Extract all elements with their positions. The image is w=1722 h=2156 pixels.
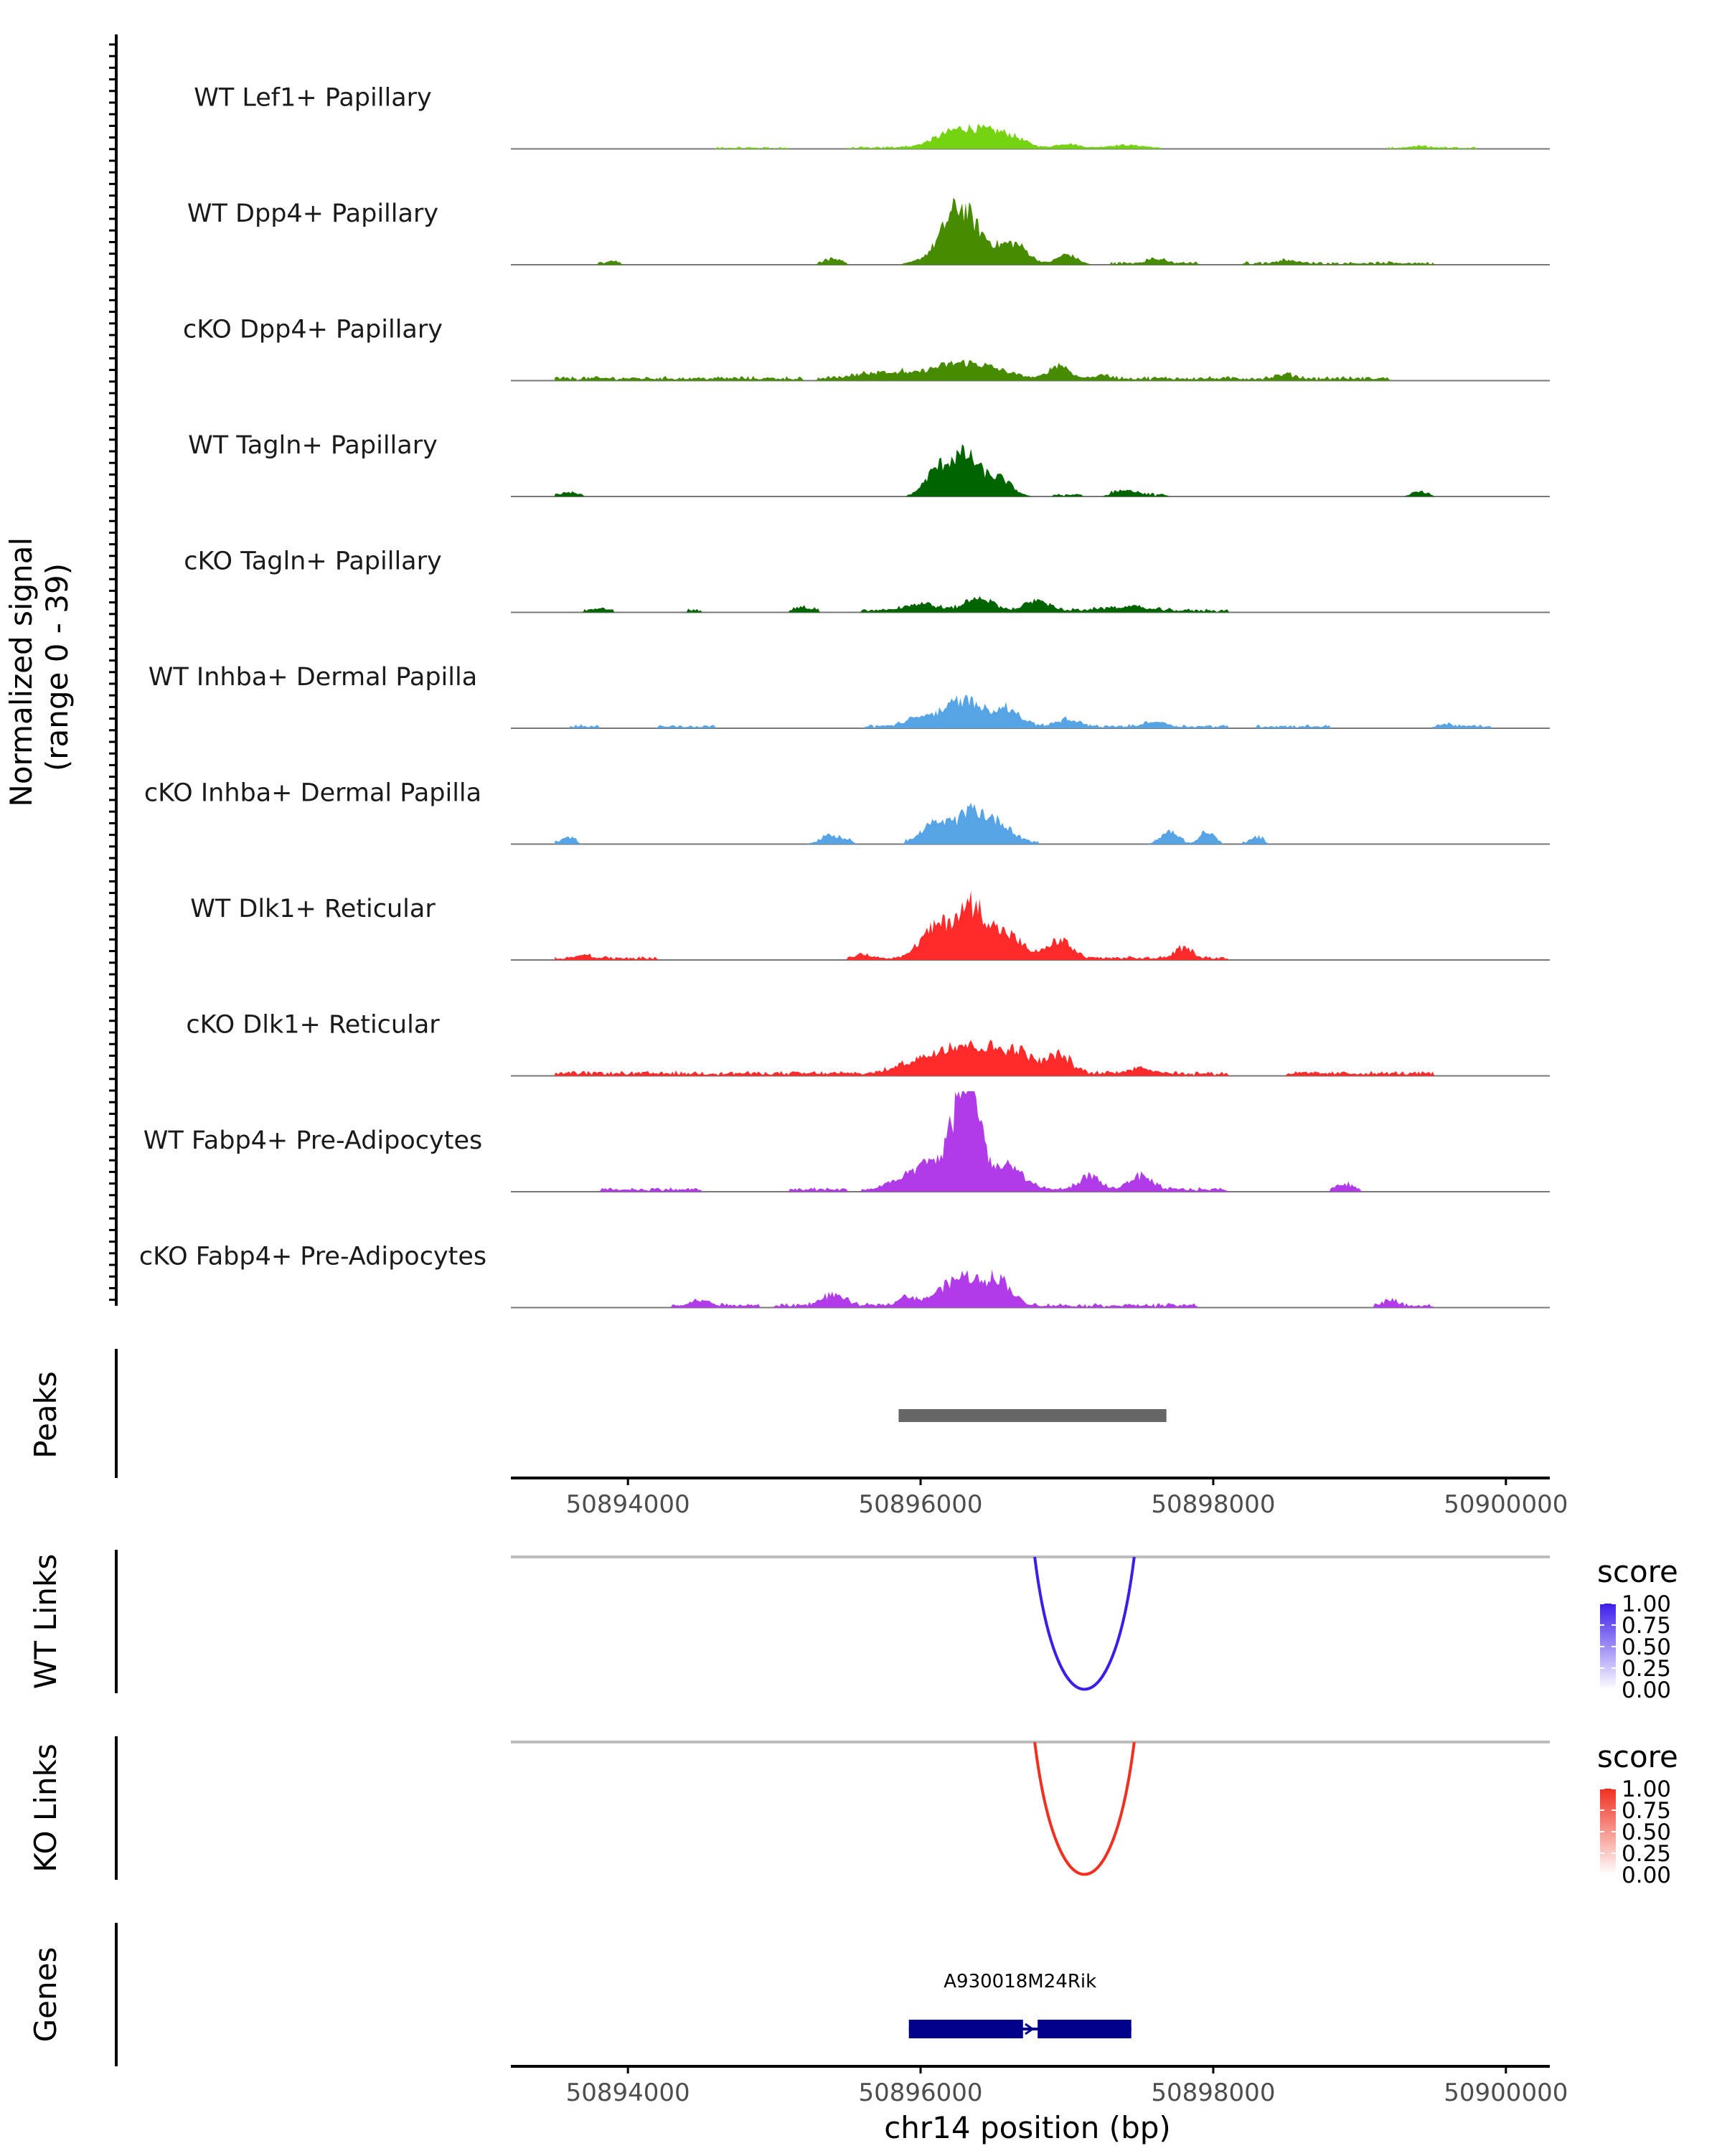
track-label-wt-lef1-papillary: WT Lef1+ Papillary bbox=[194, 84, 432, 113]
y-axis-title-line2: (range 0 - 39) bbox=[39, 563, 75, 771]
track-label-cko-dlk1-reticular: cKO Dlk1+ Reticular bbox=[186, 1011, 440, 1040]
track-label-cko-inhba-dermal-papilla: cKO Inhba+ Dermal Papilla bbox=[144, 779, 481, 808]
y-axis-title: Normalized signal (range 0 - 39) bbox=[4, 527, 75, 806]
track-label-wt-tagln-papillary: WT Tagln+ Papillary bbox=[188, 431, 438, 460]
gene-name: A930018M24Rik bbox=[944, 1971, 1096, 1992]
link-arc bbox=[1033, 1741, 1136, 1876]
track-label-cko-dpp4-papillary: cKO Dpp4+ Papillary bbox=[183, 316, 443, 344]
x-axis-title: chr14 position (bp) bbox=[884, 2110, 1171, 2145]
x-axis-top: 50894000 50896000 50898000 50900000 bbox=[511, 1477, 1568, 1519]
track-label-cko-fabp4-pre-adipocytes: cKO Fabp4+ Pre-Adipocytes bbox=[139, 1243, 486, 1271]
legend-tick-label: 0.50 bbox=[1622, 1634, 1671, 1660]
peaks-track bbox=[898, 1409, 1167, 1422]
x-tick-label: 50898000 bbox=[1151, 2079, 1275, 2107]
x-tick-label: 50894000 bbox=[566, 2079, 690, 2107]
wt-links-label: WT Links bbox=[28, 1554, 63, 1689]
x-tick-label: 50896000 bbox=[859, 2079, 983, 2107]
gene-exon-0 bbox=[908, 2020, 1023, 2038]
coverage-area-wt-lef1-papillary bbox=[555, 123, 1506, 149]
legend-tick-label: 0.00 bbox=[1622, 1677, 1671, 1703]
y-axis-title-line1: Normalized signal bbox=[4, 537, 39, 807]
legend-tick-label: 0.75 bbox=[1622, 1613, 1671, 1639]
track-label-wt-dlk1-reticular: WT Dlk1+ Reticular bbox=[190, 895, 436, 923]
coverage-tracks: WT Lef1+ Papillary WT Dpp4+ Papillary cKO … bbox=[139, 84, 1550, 1309]
x-axis-bottom: 50894000 50896000 50898000 50900000 bbox=[511, 2065, 1568, 2107]
link-arc bbox=[1033, 1556, 1136, 1691]
legend-tick-label: 0.00 bbox=[1622, 1863, 1671, 1888]
coverage-y-ticks bbox=[109, 43, 116, 1301]
legend-title: score bbox=[1597, 1739, 1678, 1774]
genes-track-label: Genes bbox=[28, 1947, 63, 2043]
legend-tick-label: 0.75 bbox=[1622, 1798, 1671, 1824]
coverage-area-cko-tagln-papillary bbox=[555, 596, 1506, 613]
legend-tick-label: 0.50 bbox=[1622, 1820, 1671, 1845]
track-label-cko-tagln-papillary: cKO Tagln+ Papillary bbox=[184, 547, 442, 576]
legend-tick-label: 1.00 bbox=[1622, 1591, 1671, 1617]
ko-links-label: KO Links bbox=[28, 1743, 63, 1873]
gene-exon-1 bbox=[1038, 2020, 1131, 2038]
legend-title: score bbox=[1597, 1554, 1678, 1589]
coverage-area-cko-dlk1-reticular bbox=[555, 1040, 1506, 1076]
track-label-wt-fabp4-pre-adipocytes: WT Fabp4+ Pre-Adipocytes bbox=[144, 1126, 482, 1155]
x-tick-label: 50894000 bbox=[566, 1490, 690, 1519]
x-tick-label: 50900000 bbox=[1444, 2079, 1568, 2107]
track-label-wt-inhba-dermal-papilla: WT Inhba+ Dermal Papilla bbox=[149, 663, 477, 692]
legend-tick-label: 0.25 bbox=[1622, 1841, 1671, 1867]
x-tick-label: 50898000 bbox=[1151, 1490, 1275, 1519]
coverage-area-wt-inhba-dermal-papilla bbox=[555, 695, 1506, 728]
track-label-wt-dpp4-papillary: WT Dpp4+ Papillary bbox=[187, 199, 438, 228]
legend-tick-label: 1.00 bbox=[1622, 1776, 1671, 1802]
legend-tick-label: 0.25 bbox=[1622, 1656, 1671, 1682]
peak-region-0 bbox=[898, 1409, 1167, 1422]
x-tick-label: 50896000 bbox=[859, 1490, 983, 1519]
x-tick-label: 50900000 bbox=[1444, 1490, 1568, 1519]
gene-strand-arrow bbox=[1025, 2023, 1035, 2035]
coverage-area-cko-dpp4-papillary bbox=[555, 359, 1506, 381]
genes-track: A930018M24Rik bbox=[908, 1971, 1131, 2038]
peaks-track-label: Peaks bbox=[28, 1371, 63, 1459]
